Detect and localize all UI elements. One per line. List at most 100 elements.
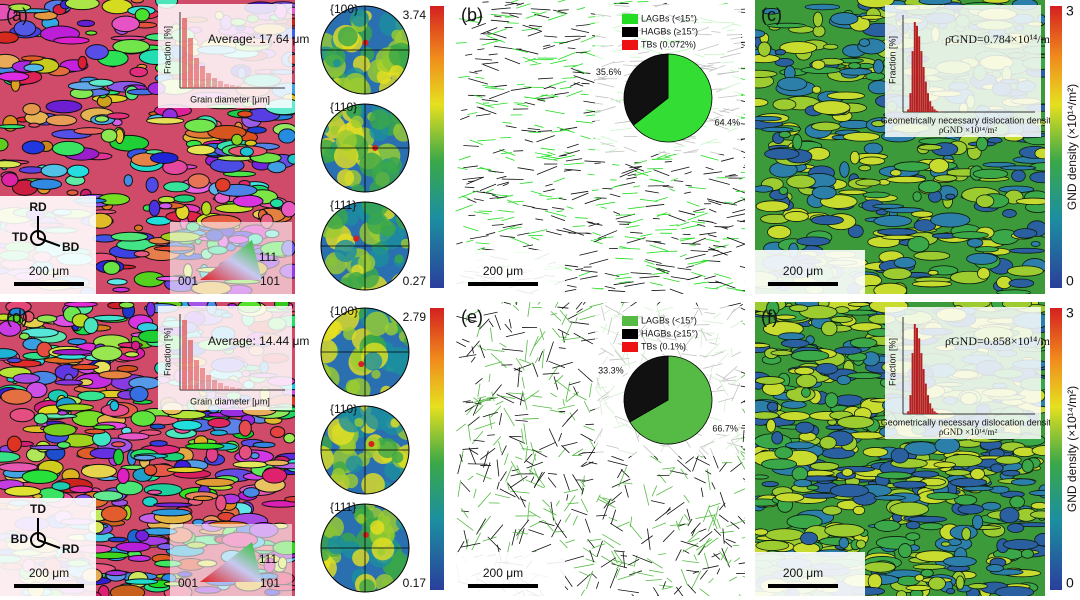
boundary	[680, 468, 688, 480]
boundary	[564, 162, 584, 166]
grain	[778, 186, 789, 195]
grain	[210, 429, 228, 436]
grain	[779, 411, 811, 421]
boundary	[742, 408, 745, 414]
grain	[826, 91, 865, 100]
grain	[930, 212, 971, 228]
pole-dot	[358, 361, 365, 368]
boundary	[610, 522, 623, 532]
boundary	[740, 446, 745, 452]
hist-bar	[212, 78, 217, 88]
boundary	[531, 11, 539, 14]
boundary	[538, 194, 553, 198]
boundary	[619, 245, 630, 250]
grain	[810, 215, 844, 226]
legend-label: TBs (0.1%)	[641, 341, 686, 351]
grain	[0, 320, 22, 337]
boundary	[467, 111, 478, 116]
hist-bar	[200, 368, 205, 390]
boundary	[582, 302, 586, 305]
grain	[792, 134, 803, 151]
boundary	[550, 501, 554, 521]
boundary	[505, 392, 526, 402]
boundary	[457, 167, 468, 170]
grain	[18, 166, 45, 174]
boundary	[596, 514, 607, 517]
grain	[26, 381, 48, 399]
boundary	[553, 155, 575, 161]
boundary	[521, 129, 537, 132]
grain	[100, 128, 118, 143]
boundary	[554, 302, 559, 308]
boundary	[504, 323, 513, 333]
boundary	[653, 196, 668, 202]
boundary	[693, 281, 710, 285]
boundary	[474, 402, 482, 405]
boundary	[640, 233, 653, 237]
grain	[794, 366, 815, 376]
boundary	[553, 177, 566, 183]
boundary	[704, 537, 719, 548]
boundary	[690, 250, 709, 253]
boundary	[480, 27, 498, 35]
grain	[860, 14, 884, 20]
grain	[56, 441, 71, 449]
boundary	[565, 539, 576, 544]
boundary	[645, 579, 663, 581]
boundary	[474, 58, 493, 61]
boundary	[561, 314, 568, 326]
grain	[755, 540, 790, 551]
boundary	[545, 230, 562, 236]
pole-blob	[321, 139, 338, 164]
boundary	[482, 84, 497, 88]
boundary	[528, 469, 541, 480]
boundary	[520, 498, 527, 502]
axis-right: BD	[62, 240, 80, 254]
grain	[934, 437, 961, 454]
grain	[847, 224, 864, 238]
boundary	[522, 204, 535, 208]
grain	[811, 85, 822, 94]
boundary	[516, 83, 525, 86]
grain	[88, 78, 114, 87]
boundary	[557, 51, 576, 60]
grain	[192, 495, 214, 502]
boundary	[730, 521, 740, 530]
boundary	[474, 422, 496, 430]
boundary	[726, 213, 745, 219]
boundary	[669, 188, 676, 192]
grain	[1011, 169, 1026, 182]
boundary	[479, 38, 498, 41]
boundary	[517, 103, 529, 107]
boundary	[488, 53, 498, 56]
grain	[913, 219, 937, 232]
boundary	[670, 276, 689, 280]
scale-label: 200 μm	[783, 566, 823, 580]
boundary	[573, 386, 578, 396]
grain	[1010, 478, 1036, 486]
grain	[124, 578, 159, 585]
boundary	[502, 183, 509, 187]
boundary	[555, 500, 560, 507]
grain	[117, 432, 150, 441]
grain	[135, 529, 150, 542]
boundary	[556, 210, 563, 213]
boundary	[467, 475, 474, 481]
grain	[8, 3, 32, 12]
boundary	[597, 230, 618, 239]
boundary	[707, 513, 716, 532]
grain	[51, 481, 71, 491]
grain	[755, 474, 769, 480]
boundary	[576, 308, 583, 313]
grain	[0, 71, 30, 82]
boundary	[616, 521, 630, 529]
hist-bar	[916, 327, 918, 414]
boundary	[563, 473, 570, 491]
boundary	[573, 393, 587, 401]
boundary	[611, 550, 618, 564]
grain	[834, 346, 862, 355]
boundary	[707, 249, 715, 251]
boundary	[531, 543, 552, 553]
legend-swatch	[622, 40, 638, 50]
boundary	[534, 152, 551, 156]
